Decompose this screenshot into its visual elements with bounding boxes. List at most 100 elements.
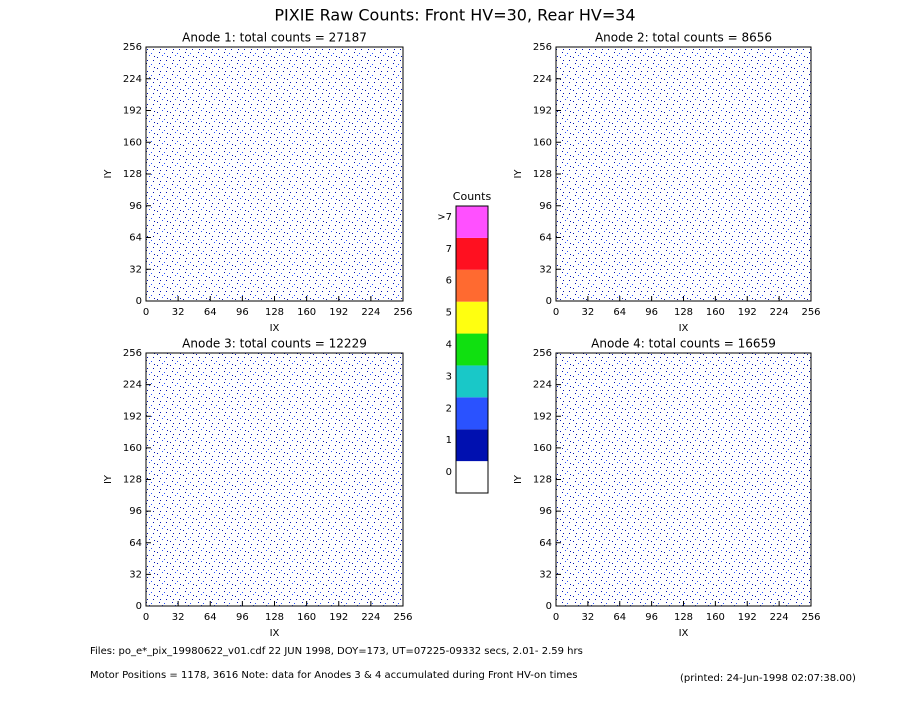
y-axis-label: IY [513,169,524,179]
colorbar-cell [456,429,488,462]
y-tick-label: 96 [539,201,552,212]
page-title: PIXIE Raw Counts: Front HV=30, Rear HV=3… [274,6,635,25]
y-tick-label: 256 [123,42,142,53]
y-tick-label: 224 [123,74,142,85]
y-tick-label: 256 [123,348,142,359]
y-tick-label: 64 [539,233,552,244]
x-tick-label: 256 [801,612,820,623]
x-tick-label: 0 [143,307,149,318]
heatmap-image [146,353,403,606]
y-tick-label: 224 [533,74,552,85]
colorbar-cell [456,397,488,430]
y-tick-label: 128 [533,475,552,486]
x-tick-label: 32 [172,612,185,623]
colorbar-frame [455,205,489,494]
colorbar-label: >7 [437,212,452,223]
colorbar-cell [456,269,488,302]
y-tick-label: 96 [539,506,552,517]
x-tick-label: 32 [582,307,595,318]
y-tick-label: 128 [123,169,142,180]
y-tick-label: 160 [533,137,552,148]
colorbar-cell [456,365,488,398]
colorbar-title: Counts [453,190,492,203]
y-tick-label: 192 [123,106,142,117]
x-axis-label: IX [270,323,280,334]
x-tick-label: 96 [236,307,249,318]
y-tick-label: 192 [533,411,552,422]
y-tick-label: 32 [129,569,142,580]
colorbar-cell [456,461,488,493]
colorbar-label: 5 [446,308,452,319]
x-axis-label: IX [679,628,689,639]
y-tick-label: 32 [539,569,552,580]
x-tick-label: 256 [393,307,412,318]
x-tick-label: 96 [645,612,658,623]
heatmap-image [556,353,811,606]
heatmap-image [146,47,403,301]
y-tick-label: 32 [129,264,142,275]
heatmap-image [556,47,811,301]
y-tick-label: 128 [123,475,142,486]
y-tick-label: 192 [123,411,142,422]
x-tick-label: 256 [393,612,412,623]
y-tick-label: 128 [533,169,552,180]
x-tick-label: 160 [706,307,725,318]
colorbar-cell [456,333,488,366]
y-tick-label: 0 [546,296,552,307]
colorbar-label: 7 [446,244,452,255]
x-tick-label: 224 [361,612,380,623]
x-tick-label: 64 [204,612,217,623]
x-tick-label: 256 [801,307,820,318]
x-tick-label: 224 [770,612,789,623]
y-tick-label: 160 [533,443,552,454]
y-tick-label: 0 [136,296,142,307]
y-tick-label: 64 [129,233,142,244]
y-tick-label: 256 [533,42,552,53]
x-tick-label: 192 [329,612,348,623]
y-axis-label: IY [513,474,524,484]
x-tick-label: 128 [674,612,693,623]
panel-title: Anode 2: total counts = 8656 [595,31,772,45]
x-tick-label: 96 [645,307,658,318]
colorbar-cell [456,206,488,238]
x-tick-label: 160 [706,612,725,623]
y-tick-label: 160 [123,137,142,148]
x-tick-label: 32 [172,307,185,318]
x-tick-label: 64 [613,307,626,318]
colorbar-label: 4 [446,340,452,351]
y-tick-label: 96 [129,201,142,212]
y-tick-label: 224 [123,380,142,391]
x-tick-label: 0 [553,612,559,623]
x-tick-label: 0 [143,612,149,623]
colorbar-cell [456,301,488,334]
y-tick-label: 224 [533,380,552,391]
colorbar-label: 2 [446,403,452,414]
y-tick-label: 64 [129,538,142,549]
colorbar-cell [456,237,488,270]
x-tick-label: 160 [297,612,316,623]
x-tick-label: 192 [738,307,757,318]
x-tick-label: 160 [297,307,316,318]
x-axis-label: IX [270,628,280,639]
colorbar-label: 6 [446,276,452,287]
footer-line: Files: po_e*_pix_19980622_v01.cdf 22 JUN… [90,646,583,657]
y-tick-label: 160 [123,443,142,454]
y-tick-label: 256 [533,348,552,359]
y-tick-label: 192 [533,106,552,117]
panel-title: Anode 3: total counts = 12229 [182,337,367,351]
y-tick-label: 96 [129,506,142,517]
x-tick-label: 224 [770,307,789,318]
x-axis-label: IX [679,323,689,334]
colorbar-label: 1 [446,435,452,446]
x-tick-label: 224 [361,307,380,318]
footer-line: Motor Positions = 1178, 3616 Note: data … [90,670,577,681]
printed-date: (printed: 24-Jun-1998 02:07:38.00) [680,673,856,684]
x-tick-label: 64 [204,307,217,318]
y-axis-label: IY [103,169,114,179]
x-tick-label: 192 [329,307,348,318]
x-tick-label: 32 [582,612,595,623]
colorbar-label: 3 [446,371,452,382]
x-tick-label: 128 [674,307,693,318]
x-tick-label: 128 [265,612,284,623]
